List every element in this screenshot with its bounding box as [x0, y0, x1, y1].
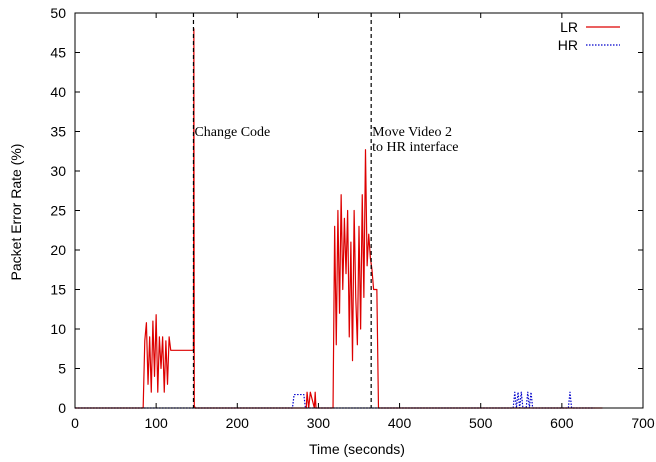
x-tick-label: 400 [388, 415, 412, 431]
legend-label: HR [558, 37, 578, 53]
marker-label: Move Video 2 [372, 125, 452, 140]
y-tick-label: 15 [50, 282, 66, 298]
series-line-hr [75, 391, 595, 409]
y-tick-label: 20 [50, 242, 66, 258]
x-tick-label: 100 [144, 415, 168, 431]
y-axis-title: Packet Error Rate (%) [8, 144, 24, 281]
axes: 0 100 200 300 400 500 600 700 0 5 10 15 20 25 30 35 40 45… [50, 5, 654, 431]
x-tick-label: 700 [631, 415, 655, 431]
y-tick-label: 5 [58, 361, 66, 377]
x-tick-label: 300 [307, 415, 331, 431]
x-tick-label: 0 [71, 415, 79, 431]
series-line-lr [75, 28, 603, 409]
x-tick-label: 200 [226, 415, 250, 431]
x-axis-title: Time (seconds) [309, 441, 405, 457]
y-tick-label: 35 [50, 124, 66, 140]
y-tick-label: 0 [58, 400, 66, 416]
x-tick-label: 500 [469, 415, 493, 431]
marker-label: to HR interface [372, 140, 458, 155]
y-tick-label: 50 [50, 5, 66, 21]
y-tick-label: 25 [50, 203, 66, 219]
y-tick-label: 10 [50, 321, 66, 337]
x-tick-label: 600 [550, 415, 574, 431]
marker-label: Change Code [194, 125, 270, 140]
annotations: Change Code Move Video 2to HR interface [192, 13, 458, 408]
y-tick-label: 30 [50, 163, 66, 179]
legend-label: LR [560, 19, 578, 35]
y-tick-label: 45 [50, 45, 66, 61]
plot-area [75, 28, 603, 409]
legend: LR HR [558, 19, 620, 53]
y-tick-label: 40 [50, 84, 66, 100]
